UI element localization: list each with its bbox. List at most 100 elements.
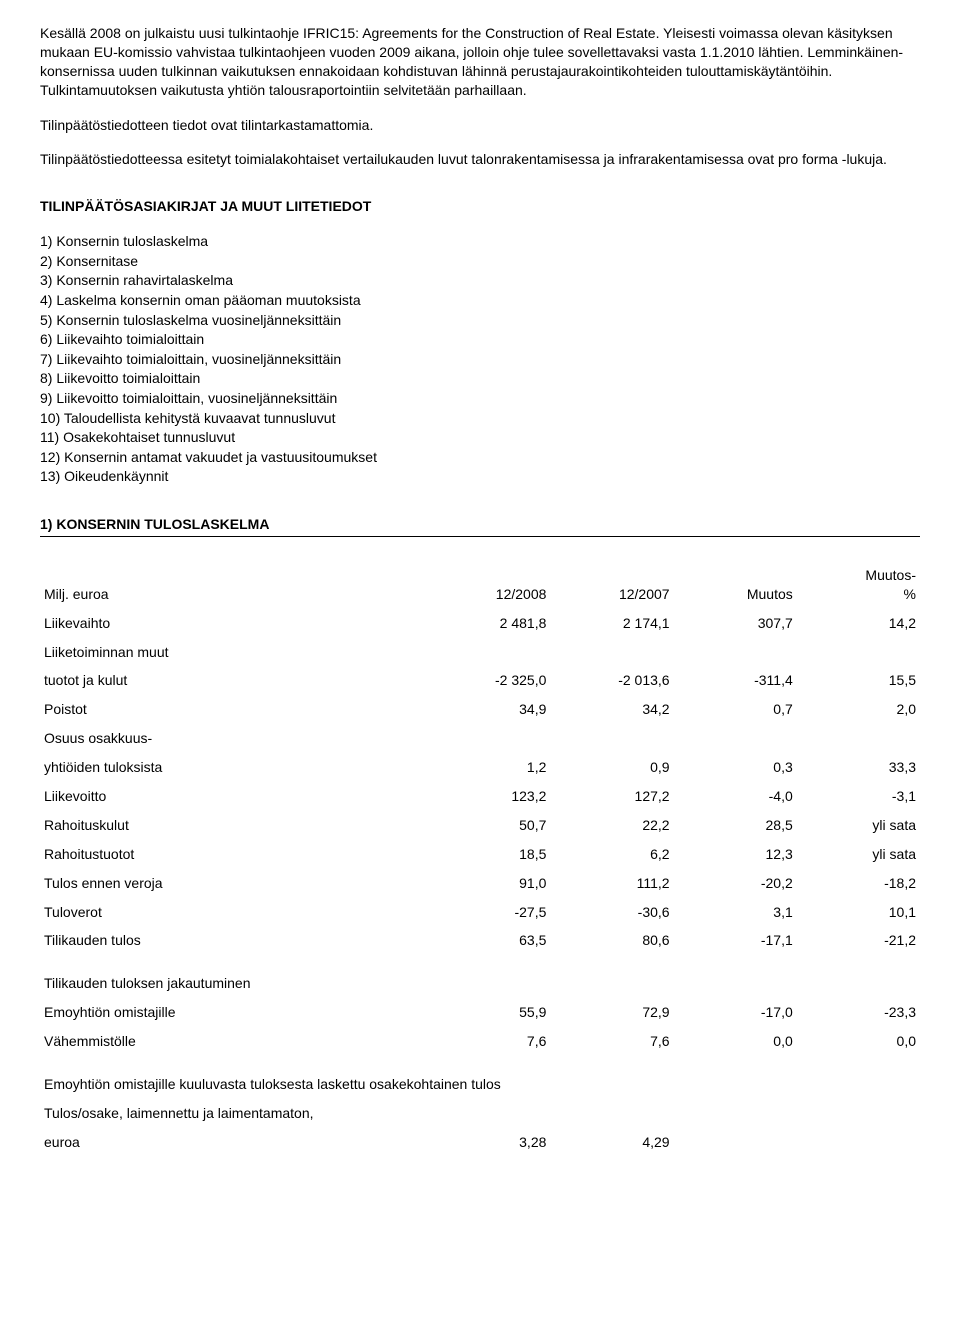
cell-value: -18,2 bbox=[797, 869, 920, 898]
cell-value: 63,5 bbox=[427, 926, 550, 955]
table-row: Emoyhtiön omistajille55,972,9-17,0-23,3 bbox=[40, 998, 920, 1027]
cell-value: 2 174,1 bbox=[550, 609, 673, 638]
cell-value: 2 481,8 bbox=[427, 609, 550, 638]
row-label: Poistot bbox=[40, 695, 427, 724]
cell-value: -311,4 bbox=[674, 666, 797, 695]
cell-value: 3,1 bbox=[674, 898, 797, 927]
cell-value: -17,1 bbox=[674, 926, 797, 955]
table-row: Tuloverot-27,5-30,63,110,1 bbox=[40, 898, 920, 927]
table-row: Tulos ennen veroja91,0111,2-20,2-18,2 bbox=[40, 869, 920, 898]
cell-empty bbox=[674, 724, 797, 753]
cell-value: -20,2 bbox=[674, 869, 797, 898]
row-label: Liiketoiminnan muut bbox=[40, 638, 427, 667]
list-item: 2) Konsernitase bbox=[40, 252, 920, 272]
list-item: 9) Liikevoitto toimialoittain, vuosinelj… bbox=[40, 389, 920, 409]
cell-value: -2 325,0 bbox=[427, 666, 550, 695]
row-label: Tuloverot bbox=[40, 898, 427, 927]
cell-empty bbox=[550, 638, 673, 667]
cell-empty bbox=[797, 724, 920, 753]
cell-value: -27,5 bbox=[427, 898, 550, 927]
row-label: Vähemmistölle bbox=[40, 1027, 427, 1056]
cell-empty bbox=[797, 638, 920, 667]
table-row: Poistot34,934,20,72,0 bbox=[40, 695, 920, 724]
list-item: 13) Oikeudenkäynnit bbox=[40, 467, 920, 487]
cell-empty bbox=[427, 724, 550, 753]
section-label: Tilikauden tuloksen jakautuminen bbox=[40, 969, 920, 998]
table-row: Liikevoitto123,2127,2-4,0-3,1 bbox=[40, 782, 920, 811]
cell-value: 0,0 bbox=[797, 1027, 920, 1056]
cell-value: 1,2 bbox=[427, 753, 550, 782]
cell-empty bbox=[427, 1099, 550, 1128]
row-label: Osuus osakkuus- bbox=[40, 724, 427, 753]
cell-value: 3,28 bbox=[427, 1128, 550, 1157]
row-label: Tilikauden tulos bbox=[40, 926, 427, 955]
cell-value: -3,1 bbox=[797, 782, 920, 811]
row-label: Rahoituskulut bbox=[40, 811, 427, 840]
cell-value: -23,3 bbox=[797, 998, 920, 1027]
cell-value: 91,0 bbox=[427, 869, 550, 898]
list-item: 12) Konsernin antamat vakuudet ja vastuu… bbox=[40, 448, 920, 468]
cell-value: 34,9 bbox=[427, 695, 550, 724]
cell-value bbox=[797, 1128, 920, 1157]
table-title-income-statement: 1) KONSERNIN TULOSLASKELMA bbox=[40, 515, 920, 537]
row-label: Rahoitustuotot bbox=[40, 840, 427, 869]
section-title-documents: TILINPÄÄTÖSASIAKIRJAT JA MUUT LIITETIEDO… bbox=[40, 197, 920, 216]
table-row: tuotot ja kulut-2 325,0-2 013,6-311,415,… bbox=[40, 666, 920, 695]
cell-value: 72,9 bbox=[550, 998, 673, 1027]
paragraph-ifric15: Kesällä 2008 on julkaistu uusi tulkintao… bbox=[40, 24, 920, 100]
table-row: euroa3,284,29 bbox=[40, 1128, 920, 1157]
row-label: Emoyhtiön omistajille bbox=[40, 998, 427, 1027]
cell-value: 127,2 bbox=[550, 782, 673, 811]
row-label: tuotot ja kulut bbox=[40, 666, 427, 695]
cell-empty bbox=[797, 1099, 920, 1128]
table-section-row: Emoyhtiön omistajille kuuluvasta tulokse… bbox=[40, 1070, 920, 1099]
cell-value: -17,0 bbox=[674, 998, 797, 1027]
documents-list: 1) Konsernin tuloslaskelma2) Konsernitas… bbox=[40, 232, 920, 487]
cell-value bbox=[674, 1128, 797, 1157]
cell-empty bbox=[550, 724, 673, 753]
cell-value: 15,5 bbox=[797, 666, 920, 695]
header-col1: 12/2008 bbox=[427, 561, 550, 609]
cell-value: -2 013,6 bbox=[550, 666, 673, 695]
header-label: Milj. euroa bbox=[40, 561, 427, 609]
cell-value: 50,7 bbox=[427, 811, 550, 840]
table-row: Liikevaihto2 481,82 174,1307,714,2 bbox=[40, 609, 920, 638]
row-label: euroa bbox=[40, 1128, 427, 1157]
list-item: 5) Konsernin tuloslaskelma vuosineljänne… bbox=[40, 311, 920, 331]
cell-value: 55,9 bbox=[427, 998, 550, 1027]
list-item: 3) Konsernin rahavirtalaskelma bbox=[40, 271, 920, 291]
list-item: 4) Laskelma konsernin oman pääoman muuto… bbox=[40, 291, 920, 311]
cell-empty bbox=[427, 638, 550, 667]
cell-value: 4,29 bbox=[550, 1128, 673, 1157]
table-row: Rahoitustuotot18,56,212,3yli sata bbox=[40, 840, 920, 869]
cell-value: 14,2 bbox=[797, 609, 920, 638]
cell-value: -4,0 bbox=[674, 782, 797, 811]
header-col2: 12/2007 bbox=[550, 561, 673, 609]
cell-value: 12,3 bbox=[674, 840, 797, 869]
row-label: yhtiöiden tuloksista bbox=[40, 753, 427, 782]
list-item: 7) Liikevaihto toimialoittain, vuosinelj… bbox=[40, 350, 920, 370]
list-item: 11) Osakekohtaiset tunnusluvut bbox=[40, 428, 920, 448]
header-col4: Muutos-% bbox=[797, 561, 920, 609]
table-row: Rahoituskulut50,722,228,5yli sata bbox=[40, 811, 920, 840]
row-label: Liikevaihto bbox=[40, 609, 427, 638]
row-label: Liikevoitto bbox=[40, 782, 427, 811]
paragraph-audit-note: Tilinpäätöstiedotteen tiedot ovat tilint… bbox=[40, 116, 920, 135]
list-item: 8) Liikevoitto toimialoittain bbox=[40, 369, 920, 389]
cell-value: 80,6 bbox=[550, 926, 673, 955]
cell-value: 10,1 bbox=[797, 898, 920, 927]
table-section-row: Tilikauden tuloksen jakautuminen bbox=[40, 969, 920, 998]
list-item: 10) Taloudellista kehitystä kuvaavat tun… bbox=[40, 409, 920, 429]
cell-value: 123,2 bbox=[427, 782, 550, 811]
table-row: Vähemmistölle7,67,60,00,0 bbox=[40, 1027, 920, 1056]
list-item: 1) Konsernin tuloslaskelma bbox=[40, 232, 920, 252]
table-header-row: Milj. euroa 12/2008 12/2007 Muutos Muuto… bbox=[40, 561, 920, 609]
cell-value: 0,9 bbox=[550, 753, 673, 782]
cell-value: 307,7 bbox=[674, 609, 797, 638]
table-row: yhtiöiden tuloksista1,20,90,333,3 bbox=[40, 753, 920, 782]
cell-value: 7,6 bbox=[427, 1027, 550, 1056]
cell-value: 22,2 bbox=[550, 811, 673, 840]
cell-value: 28,5 bbox=[674, 811, 797, 840]
cell-value: 33,3 bbox=[797, 753, 920, 782]
cell-value: 34,2 bbox=[550, 695, 673, 724]
